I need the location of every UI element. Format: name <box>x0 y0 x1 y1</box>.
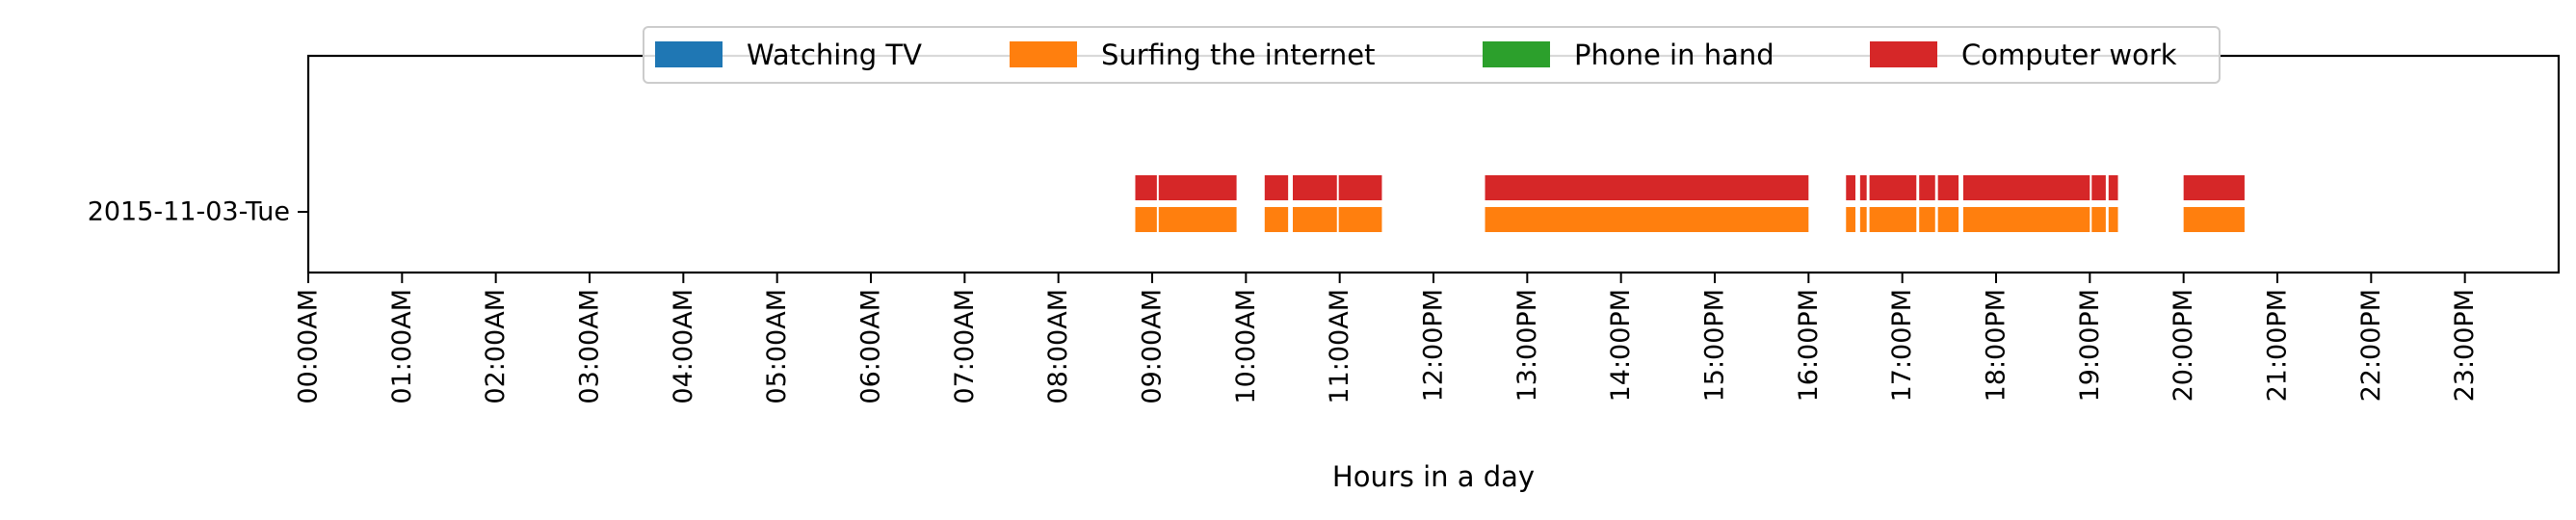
x-tick-label: 04:00AM <box>669 289 698 404</box>
activity-bar-1-11 <box>1962 207 2090 232</box>
activity-bar-1-1 <box>1158 207 1237 232</box>
x-tick-label: 10:00AM <box>1231 289 1261 404</box>
x-tick-label: 12:00PM <box>1419 289 1449 402</box>
activity-bar-3-6 <box>1846 175 1855 200</box>
x-tick-label: 02:00AM <box>481 289 511 404</box>
activity-bar-1-4 <box>1338 207 1382 232</box>
activity-bar-3-9 <box>1919 175 1935 200</box>
activity-bar-1-5 <box>1485 207 1809 232</box>
legend-label: Watching TV <box>747 39 922 71</box>
x-tick-label: 13:00PM <box>1512 289 1542 402</box>
legend: Watching TV Surfing the internet Phone in … <box>643 26 2221 84</box>
x-tick-label: 05:00AM <box>762 289 792 404</box>
x-tick-label: 20:00PM <box>2169 289 2198 402</box>
activity-bar-3-10 <box>1937 175 1959 200</box>
y-tick-label: 2015-11-03-Tue <box>88 197 290 227</box>
legend-label: Surfing the internet <box>1101 39 1375 71</box>
x-tick-label: 15:00PM <box>1700 289 1730 402</box>
x-tick-label: 11:00AM <box>1325 289 1354 404</box>
y-axis: 2015-11-03-Tue <box>88 197 308 227</box>
activity-bar-3-1 <box>1158 175 1237 200</box>
x-tick-label: 01:00AM <box>387 289 417 404</box>
activity-bar-3-0 <box>1135 175 1157 200</box>
x-tick-label: 09:00AM <box>1138 289 1168 404</box>
activity-bar-1-12 <box>2091 207 2106 232</box>
legend-swatch <box>1010 41 1077 67</box>
x-tick-label: 23:00PM <box>2450 289 2480 402</box>
x-tick-label: 14:00PM <box>1606 289 1636 402</box>
activity-bar-3-4 <box>1338 175 1382 200</box>
activity-bar-1-9 <box>1919 207 1935 232</box>
legend-swatch <box>1870 41 1937 67</box>
activity-bar-3-12 <box>2091 175 2106 200</box>
activity-bars <box>1135 175 2245 232</box>
activity-bar-1-6 <box>1846 207 1855 232</box>
activity-bar-1-10 <box>1937 207 1959 232</box>
x-tick-label: 06:00AM <box>856 289 886 404</box>
x-tick-label: 17:00PM <box>1887 289 1917 402</box>
activity-bar-3-8 <box>1869 175 1917 200</box>
legend-swatch <box>1483 41 1550 67</box>
x-axis: 00:00AM 01:00AM 02:00AM 03:00AM 04:00AM 05:00… <box>294 273 2480 404</box>
activity-bar-1-14 <box>2183 207 2245 232</box>
activity-bar-3-7 <box>1859 175 1867 200</box>
activity-bar-1-7 <box>1859 207 1867 232</box>
x-tick-label: 18:00PM <box>1982 289 2011 402</box>
plot-frame <box>306 54 2561 274</box>
activity-bar-1-2 <box>1264 207 1289 232</box>
x-tick-label: 03:00AM <box>575 289 605 404</box>
legend-label: Phone in hand <box>1574 39 1774 71</box>
x-tick-label: 19:00PM <box>2075 289 2105 402</box>
activity-bar-1-3 <box>1293 207 1337 232</box>
activity-bar-3-3 <box>1293 175 1337 200</box>
x-tick-label: 08:00AM <box>1043 289 1073 404</box>
x-axis-title: Hours in a day <box>1332 460 1535 493</box>
legend-swatch <box>655 41 723 67</box>
activity-bar-3-5 <box>1485 175 1809 200</box>
activity-bar-3-11 <box>1962 175 2090 200</box>
x-tick-label: 07:00AM <box>950 289 980 404</box>
x-tick-label: 00:00AM <box>294 289 324 404</box>
legend-label: Computer work <box>1961 39 2177 71</box>
activity-bar-3-2 <box>1264 175 1289 200</box>
x-tick-label: 22:00PM <box>2356 289 2386 402</box>
activity-bar-1-0 <box>1135 207 1157 232</box>
activity-bar-3-14 <box>2183 175 2245 200</box>
activity-bar-3-13 <box>2108 175 2118 200</box>
activity-bar-1-8 <box>1869 207 1917 232</box>
legend-box <box>643 26 2221 84</box>
activity-bar-1-13 <box>2108 207 2118 232</box>
x-tick-label: 16:00PM <box>1794 289 1824 402</box>
x-tick-label: 21:00PM <box>2263 289 2293 402</box>
